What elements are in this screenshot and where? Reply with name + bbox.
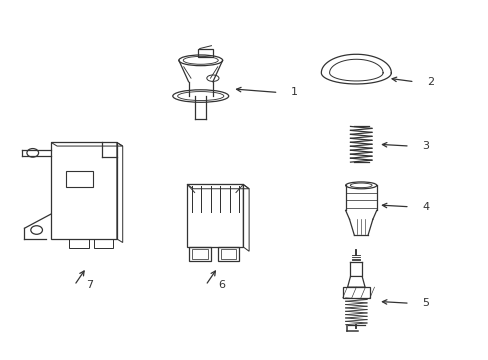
Text: 5: 5 bbox=[421, 298, 428, 308]
Text: 3: 3 bbox=[421, 141, 428, 151]
Bar bbox=[198, 49, 212, 58]
Text: 7: 7 bbox=[86, 280, 93, 291]
Bar bbox=[94, 239, 113, 248]
Bar bbox=[51, 143, 117, 239]
Bar bbox=[66, 171, 92, 187]
Bar bbox=[217, 247, 239, 261]
Bar bbox=[69, 239, 89, 248]
Bar bbox=[342, 287, 369, 298]
Text: 2: 2 bbox=[426, 77, 433, 87]
Bar bbox=[192, 249, 207, 260]
Bar bbox=[220, 249, 236, 260]
Bar bbox=[187, 184, 243, 247]
Bar bbox=[189, 247, 210, 261]
Text: 6: 6 bbox=[217, 280, 224, 291]
Text: 1: 1 bbox=[290, 87, 297, 98]
Text: 4: 4 bbox=[421, 202, 428, 212]
